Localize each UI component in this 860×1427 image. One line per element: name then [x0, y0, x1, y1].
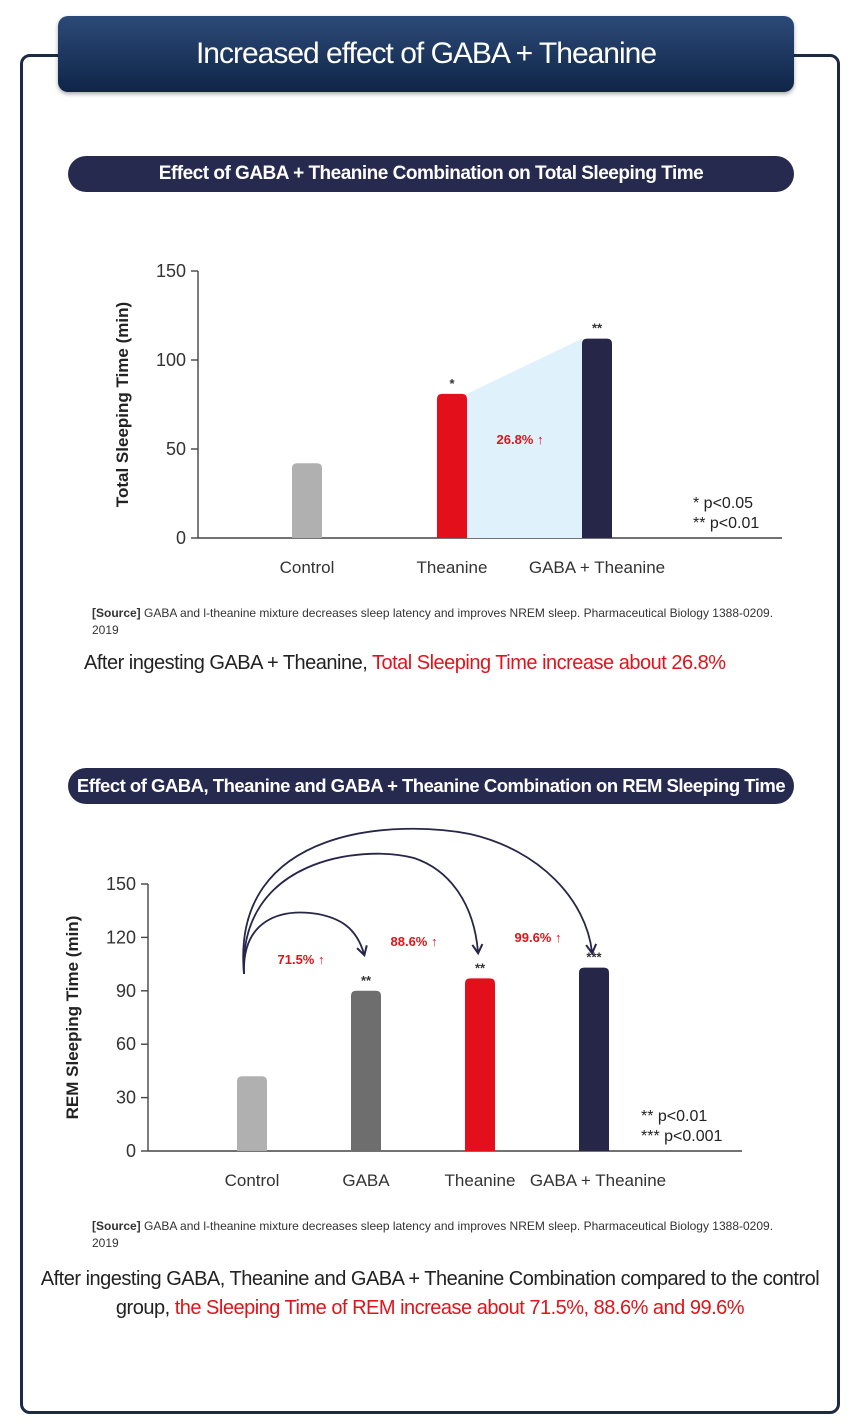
bar-gaba — [351, 990, 381, 1151]
y-tick-label: 60 — [116, 1034, 136, 1054]
summary-prefix: After ingesting GABA, Theanine and GABA … — [40, 1268, 820, 1319]
significance-label: ** — [592, 321, 603, 336]
increase-percent-label: 88.6% ↑ — [391, 934, 438, 949]
source-text: GABA and l-theanine mixture decreases sl… — [92, 1219, 774, 1250]
y-tick-label: 150 — [106, 874, 136, 894]
bar-theanine — [465, 978, 495, 1151]
significance-legend-item: ** p<0.01 — [693, 515, 759, 532]
y-axis-title: REM Sleeping Time (min) — [63, 916, 82, 1120]
section1-title: Effect of GABA + Theanine Combination on… — [68, 156, 794, 192]
summary-prefix: After ingesting GABA + Theanine, — [84, 652, 372, 674]
significance-legend-item: ** p<0.01 — [641, 1108, 707, 1125]
bar-gaba-theanine — [579, 967, 609, 1151]
y-tick-label: 0 — [126, 1141, 136, 1161]
section2-title: Effect of GABA, Theanine and GABA + Thea… — [68, 768, 794, 804]
y-tick-label: 150 — [156, 261, 186, 281]
y-tick-label: 90 — [116, 981, 136, 1001]
comparison-arrow — [242, 827, 598, 975]
x-category-label: Theanine — [445, 1171, 516, 1190]
summary-highlight: the Sleeping Time of REM increase about … — [174, 1297, 745, 1319]
x-category-label: Control — [225, 1171, 280, 1190]
significance-label: *** — [586, 950, 602, 965]
section1-summary: After ingesting GABA + Theanine, Total S… — [84, 652, 726, 675]
y-tick-label: 0 — [176, 528, 186, 548]
section2-summary: After ingesting GABA, Theanine and GABA … — [40, 1265, 820, 1323]
significance-label: * — [449, 376, 455, 391]
increase-percent-label: 71.5% ↑ — [278, 952, 325, 967]
x-category-label: Control — [280, 558, 335, 577]
comparison-arrow — [243, 911, 368, 975]
x-category-label: GABA + Theanine — [529, 558, 665, 577]
y-tick-label: 100 — [156, 350, 186, 370]
y-axis-title: Total Sleeping Time (min) — [113, 302, 132, 507]
significance-legend-item: *** p<0.001 — [641, 1128, 723, 1145]
y-tick-label: 30 — [116, 1088, 136, 1108]
bar-control — [292, 463, 322, 538]
increase-percent-label: 26.8% ↑ — [497, 432, 544, 447]
y-tick-label: 50 — [166, 439, 186, 459]
increase-percent-label: 99.6% ↑ — [515, 930, 562, 945]
x-category-label: GABA — [342, 1171, 390, 1190]
comparison-arrow — [243, 852, 484, 975]
bar-control — [237, 1076, 267, 1151]
section2-source: [Source] GABA and l-theanine mixture dec… — [92, 1218, 792, 1252]
total-sleep-chart: 0 50 100 150 Total Sleeping Time (min) Contro… — [113, 261, 782, 577]
x-category-label: GABA + Theanine — [530, 1171, 666, 1190]
significance-label: ** — [475, 960, 486, 975]
rem-sleep-chart: 0 30 60 90 120 150 REM Sleeping Time (min) Cont… — [63, 827, 742, 1190]
y-tick-label: 120 — [106, 927, 136, 947]
source-text: GABA and l-theanine mixture decreases sl… — [92, 606, 774, 637]
significance-label: ** — [361, 973, 372, 988]
increase-highlight-area — [467, 338, 582, 538]
bar-theanine — [437, 393, 467, 538]
summary-highlight: Total Sleeping Time increase about 26.8% — [371, 652, 726, 674]
section1-source: [Source] GABA and l-theanine mixture dec… — [92, 605, 792, 639]
main-title: Increased effect of GABA + Theanine — [58, 16, 794, 92]
x-category-label: Theanine — [417, 558, 488, 577]
bar-gaba-theanine — [582, 338, 612, 538]
source-label: [Source] — [92, 1219, 141, 1233]
significance-legend-item: * p<0.05 — [693, 495, 753, 512]
source-label: [Source] — [92, 606, 141, 620]
